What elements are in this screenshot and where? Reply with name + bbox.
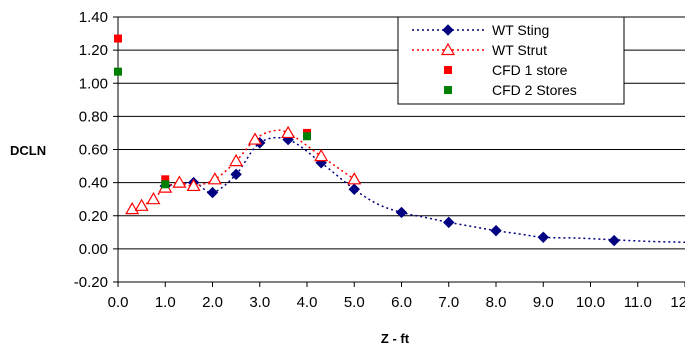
legend-item: WT Strut	[412, 42, 547, 58]
y-tick-labels: -0.20 0.00 0.20 0.40 0.60 0.80 1.00 1.20 1.40	[74, 9, 108, 291]
x-tick-label: 0.0	[108, 294, 129, 311]
legend-marker	[444, 66, 452, 74]
legend-item: WT Sting	[412, 22, 549, 38]
y-tick-label: 0.20	[79, 208, 108, 225]
y-tick-label: 0.80	[79, 108, 108, 125]
data-point	[161, 175, 170, 184]
x-tick-labels: 0.0 1.0 2.0 3.0 4.0 5.0 6.0 7.0 8.0 9.0 10.0 11.0 12…	[108, 294, 685, 311]
data-point	[134, 198, 149, 211]
legend-marker	[444, 86, 452, 94]
legend-box	[397, 16, 625, 105]
legend-item: CFD 1 store	[444, 62, 568, 78]
legend-item: CFD 2 Stores	[444, 82, 577, 98]
series	[114, 34, 685, 247]
data-point	[230, 168, 242, 181]
x-tick-label: 3.0	[249, 294, 270, 311]
data-point	[537, 231, 549, 243]
x-axis-title: Z - ft	[381, 331, 410, 346]
legend-label: WT Sting	[492, 22, 549, 38]
x-tick-label: 2.0	[202, 294, 223, 311]
legend-marker	[440, 42, 456, 56]
x-tick-label: 1.0	[155, 294, 176, 311]
y-tick-label: 0.00	[79, 241, 108, 258]
legend-marker	[442, 24, 454, 36]
data-point	[314, 148, 329, 162]
data-point	[490, 224, 502, 237]
x-tick-label: 12.0	[670, 294, 685, 311]
y-tick-label: 0.60	[79, 142, 108, 159]
data-point	[303, 132, 311, 141]
legend-label: CFD 1 store	[492, 62, 568, 78]
data-point	[229, 153, 244, 167]
data-point	[395, 206, 408, 219]
x-tick-label: 6.0	[391, 294, 412, 311]
y-tick-label: 1.20	[79, 42, 108, 59]
data-point	[146, 191, 161, 205]
legend-label: CFD 2 Stores	[492, 82, 577, 98]
data-point	[608, 234, 620, 247]
y-tick-label: 0.40	[79, 175, 108, 192]
y-tick-label: -0.20	[74, 274, 108, 291]
legend-label: WT Strut	[492, 42, 547, 58]
data-point	[348, 183, 360, 195]
markers-wt-strut	[125, 125, 362, 215]
data-point	[114, 34, 122, 43]
data-point	[347, 172, 362, 185]
y-axis-title: DCLN	[10, 143, 46, 158]
data-point	[247, 132, 263, 145]
data-point	[186, 178, 201, 192]
x-tick-label: 5.0	[344, 294, 365, 311]
data-point	[125, 201, 140, 215]
data-point	[114, 67, 122, 76]
data-point	[207, 172, 222, 185]
x-tick-label: 7.0	[438, 294, 459, 311]
x-tick-label: 10.0	[576, 294, 605, 311]
axes	[113, 16, 685, 287]
data-point	[281, 125, 296, 139]
y-tick-label: 1.00	[79, 75, 108, 92]
x-tick-label: 9.0	[533, 294, 554, 311]
legend: WT Sting WT Strut CFD 1 store CFD 2 Stores	[397, 16, 625, 105]
data-point	[443, 216, 455, 229]
markers-cfd-2-stores	[114, 67, 311, 189]
data-point	[172, 175, 187, 188]
y-tick-label: 1.40	[79, 9, 108, 26]
data-point	[206, 186, 219, 199]
x-tick-label: 8.0	[486, 294, 507, 311]
data-point	[161, 180, 170, 189]
x-tick-label: 11.0	[624, 294, 652, 311]
x-tick-label: 4.0	[297, 294, 318, 311]
